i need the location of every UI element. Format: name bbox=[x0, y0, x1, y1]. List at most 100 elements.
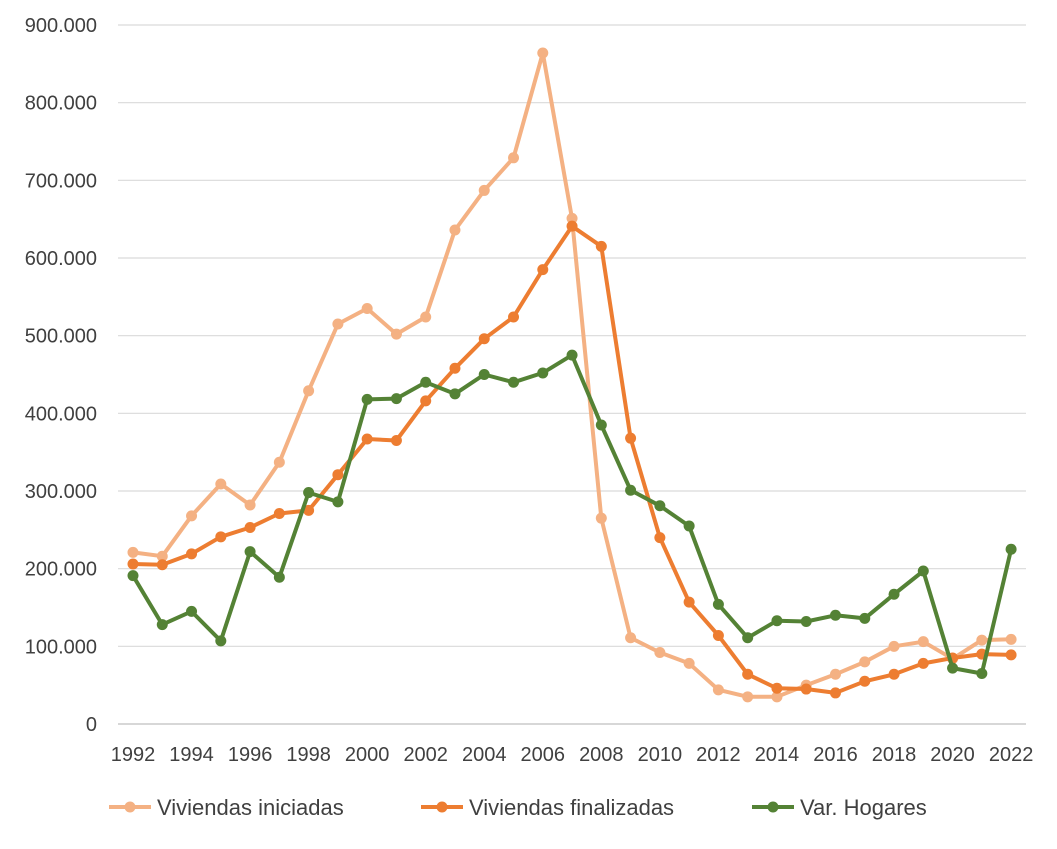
x-tick-label: 2008 bbox=[579, 744, 624, 766]
y-tick-label: 100.000 bbox=[25, 636, 97, 658]
data-point bbox=[771, 682, 783, 694]
series-line bbox=[131, 224, 1014, 695]
data-point bbox=[742, 668, 754, 680]
data-point bbox=[186, 548, 198, 560]
data-point bbox=[449, 388, 461, 400]
data-point bbox=[508, 152, 520, 164]
data-point bbox=[420, 395, 432, 407]
data-point bbox=[390, 328, 402, 340]
data-point bbox=[156, 550, 168, 562]
x-tick-label: 2002 bbox=[403, 744, 448, 766]
data-point bbox=[361, 302, 373, 314]
data-point bbox=[859, 612, 871, 624]
data-point bbox=[186, 605, 198, 617]
x-tick-label: 2016 bbox=[813, 744, 858, 766]
data-point bbox=[683, 596, 695, 608]
data-point bbox=[127, 570, 139, 582]
legend-marker bbox=[767, 801, 779, 813]
data-point bbox=[829, 668, 841, 680]
series-lines bbox=[127, 47, 1017, 703]
legend-label: Var. Hogares bbox=[800, 795, 927, 820]
legend-item: Viviendas iniciadas bbox=[109, 795, 344, 820]
legend-marker bbox=[124, 801, 136, 813]
data-point bbox=[303, 487, 315, 499]
data-point bbox=[273, 571, 285, 583]
data-point bbox=[683, 657, 695, 669]
data-point bbox=[508, 311, 520, 323]
y-tick-label: 400.000 bbox=[25, 403, 97, 425]
data-point bbox=[478, 333, 490, 345]
data-point bbox=[361, 393, 373, 405]
data-point bbox=[595, 240, 607, 252]
data-point bbox=[917, 636, 929, 648]
series-viviendas-iniciadas bbox=[127, 47, 1017, 703]
data-point bbox=[244, 522, 256, 534]
series-viviendas-finalizadas bbox=[127, 220, 1017, 699]
legend-label: Viviendas finalizadas bbox=[469, 795, 674, 820]
data-point bbox=[478, 369, 490, 380]
data-point bbox=[888, 588, 900, 600]
x-axis-tick-labels: 1992 1994 1996 1998 2000 2002 2004 2006 2008 2010… bbox=[111, 744, 1034, 766]
data-point bbox=[390, 435, 402, 447]
data-point bbox=[215, 478, 227, 490]
data-point bbox=[712, 598, 724, 610]
x-tick-label: 2014 bbox=[755, 744, 800, 766]
data-point bbox=[156, 559, 168, 571]
x-tick-label: 2012 bbox=[696, 744, 741, 766]
x-tick-label: 2004 bbox=[462, 744, 507, 766]
x-tick-label: 1998 bbox=[286, 744, 331, 766]
data-point bbox=[332, 469, 344, 481]
data-point bbox=[917, 565, 929, 577]
data-point bbox=[244, 499, 256, 511]
legend-label: Viviendas iniciadas bbox=[157, 795, 344, 820]
data-point bbox=[390, 393, 402, 405]
series-var-hogares bbox=[127, 349, 1017, 680]
data-point bbox=[595, 512, 607, 524]
legend-marker bbox=[436, 801, 448, 813]
data-point bbox=[449, 362, 461, 374]
x-tick-label: 2018 bbox=[872, 744, 917, 766]
data-point bbox=[712, 629, 724, 641]
data-point bbox=[771, 615, 783, 627]
data-point bbox=[976, 634, 988, 646]
data-point bbox=[625, 484, 637, 496]
legend-item: Viviendas finalizadas bbox=[421, 795, 674, 820]
data-point bbox=[537, 367, 549, 379]
x-tick-label: 2022 bbox=[989, 744, 1034, 766]
data-point bbox=[829, 687, 841, 699]
y-tick-label: 0 bbox=[86, 714, 97, 736]
data-point bbox=[1005, 543, 1017, 555]
data-point bbox=[303, 504, 315, 516]
data-point bbox=[625, 632, 637, 644]
data-point bbox=[771, 691, 783, 703]
data-point bbox=[917, 657, 929, 669]
data-point bbox=[186, 510, 198, 522]
data-point bbox=[800, 615, 812, 627]
data-point bbox=[420, 376, 432, 388]
data-point bbox=[273, 456, 285, 468]
y-tick-label: 500.000 bbox=[25, 326, 97, 348]
y-tick-label: 200.000 bbox=[25, 559, 97, 581]
data-point bbox=[127, 546, 139, 558]
x-tick-label: 1996 bbox=[228, 744, 273, 766]
y-tick-label: 700.000 bbox=[25, 170, 97, 192]
y-tick-label: 900.000 bbox=[25, 15, 97, 37]
data-point bbox=[566, 212, 578, 224]
x-tick-label: 1992 bbox=[111, 744, 156, 766]
data-point bbox=[332, 496, 344, 508]
data-point bbox=[215, 635, 227, 647]
data-point bbox=[947, 662, 959, 674]
data-point bbox=[303, 385, 315, 397]
data-point bbox=[156, 619, 168, 631]
x-tick-label: 2000 bbox=[345, 744, 390, 766]
data-point bbox=[508, 376, 520, 388]
x-tick-label: 2006 bbox=[521, 744, 566, 766]
data-point bbox=[273, 508, 285, 520]
data-point bbox=[976, 668, 988, 680]
data-point bbox=[127, 558, 139, 570]
y-tick-label: 300.000 bbox=[25, 481, 97, 503]
data-point bbox=[332, 318, 344, 330]
data-point bbox=[742, 691, 754, 703]
